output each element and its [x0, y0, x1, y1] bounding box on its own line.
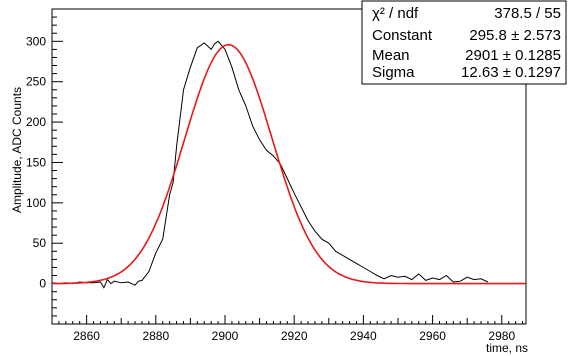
x-tick-label: 2940: [350, 329, 377, 343]
x-tick-label: 2880: [142, 329, 169, 343]
y-tick-label: 250: [26, 75, 46, 89]
plot-frame: [51, 8, 527, 325]
x-axis-title: time, ns: [486, 341, 528, 355]
stats-box: χ² / ndf 378.5 / 55 Constant 295.8 ± 2.5…: [361, 0, 567, 85]
stats-row-label: Sigma: [372, 64, 415, 81]
stats-row-value: 12.63 ± 0.1297: [461, 64, 561, 81]
plot-frame-group: [51, 8, 527, 325]
x-tick-label: 2980: [488, 329, 515, 343]
data-series-line: [51, 40, 489, 289]
stats-box-frame: [361, 0, 567, 85]
y-axis: 0 50 100 150 200 250 300: [26, 8, 63, 317]
y-tick-label: 100: [26, 196, 46, 210]
y-tick-label: 200: [26, 115, 46, 129]
stats-row-label: χ² / ndf: [372, 5, 419, 22]
stats-row-label: Mean: [372, 47, 410, 64]
y-tick-label: 300: [26, 34, 46, 48]
x-axis: 2860 2880 2900 2920 2940 2960 2980: [51, 315, 524, 343]
y-tick-label: 0: [39, 277, 46, 291]
x-tick-label: 2900: [212, 329, 239, 343]
x-tick-label: 2960: [419, 329, 446, 343]
x-tick-label: 2920: [281, 329, 308, 343]
stats-row-value: 295.8 ± 2.573: [469, 27, 561, 44]
y-tick-label: 50: [33, 236, 47, 250]
fit-curve-line: [52, 43, 526, 285]
plot-series: [51, 40, 526, 289]
y-axis-title: Amplitude, ADC Counts: [10, 87, 24, 213]
stats-row-value: 2901 ± 0.1285: [465, 47, 561, 64]
y-tick-label: 150: [26, 155, 46, 169]
stats-row-label: Constant: [372, 27, 433, 44]
x-tick-label: 2860: [73, 329, 100, 343]
stats-row-value: 378.5 / 55: [494, 5, 561, 22]
